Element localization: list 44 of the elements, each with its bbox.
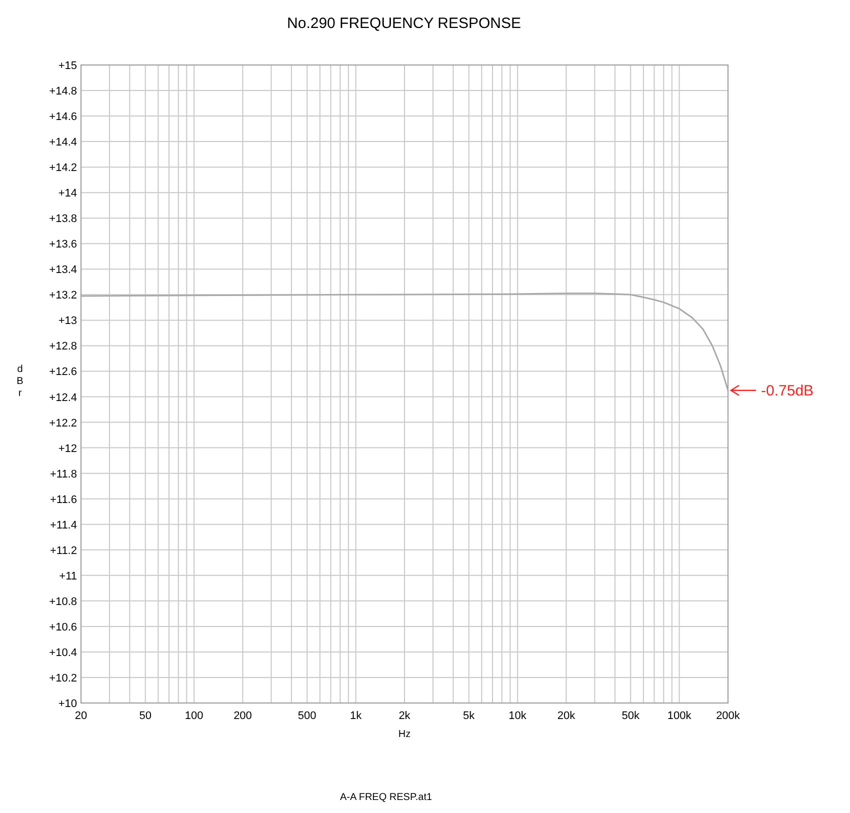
x-tick-label: 50k <box>622 710 640 722</box>
y-tick-label: +10.2 <box>49 672 77 684</box>
y-tick-label: +13.2 <box>49 290 77 302</box>
x-tick-label: 1k <box>350 710 362 722</box>
chart-title: No.290 FREQUENCY RESPONSE <box>287 15 521 32</box>
y-tick-label: +14.8 <box>49 86 77 98</box>
x-tick-label: 200k <box>716 710 740 722</box>
y-tick-label: +13.6 <box>49 238 77 251</box>
text: A-A FREQ RESP.at1 <box>340 792 432 803</box>
x-tick-label: 200 <box>234 710 252 722</box>
x-tick-label: 100k <box>667 710 692 722</box>
y-tick-label: +10.4 <box>49 646 77 659</box>
x-tick-label: 500 <box>298 710 316 722</box>
x-tick-label: 2k <box>398 710 411 722</box>
y-tick-label: +10.8 <box>49 596 77 608</box>
y-tick-label: +14.6 <box>49 111 77 124</box>
y-tick-label: +10.6 <box>49 621 77 634</box>
y-tick-label: +11.6 <box>50 494 77 506</box>
x-tick-label: 20 <box>74 710 88 722</box>
y-tick-label: +14.2 <box>49 162 77 174</box>
y-tick-label: +12.2 <box>49 417 77 430</box>
x-tick-label: 50 <box>139 710 152 722</box>
y-tick-label: +12.8 <box>49 340 77 353</box>
y-tick-label: +11 <box>59 570 77 582</box>
x-tick-label: 20k <box>557 710 576 722</box>
y-tick-label: +11.8 <box>50 468 77 480</box>
y-tick-label: +12.6 <box>49 366 77 378</box>
y-tick-label: +12 <box>58 442 77 455</box>
y-tick-label: +11.2 <box>50 544 77 557</box>
x-tick-label: 100 <box>184 710 204 722</box>
y-tick-label: +13 <box>58 315 77 328</box>
y-tick-label: +11.4 <box>50 519 77 532</box>
annotation: -0.75dB <box>761 382 814 400</box>
y-tick-label: +14.4 <box>49 136 77 149</box>
y-tick-label: +14 <box>58 188 77 200</box>
y-axis-title: dBr <box>16 364 24 399</box>
y-tick-label: +10 <box>58 698 77 710</box>
x-tick-label: 10k <box>508 710 527 722</box>
y-tick-label: +12.4 <box>49 392 77 404</box>
y-tick-label: +15 <box>58 60 77 72</box>
x-tick-label: 5k <box>463 710 476 722</box>
y-tick-label: +13.4 <box>49 264 77 276</box>
x-axis-title: Hz <box>398 729 411 740</box>
y-tick-label: +13.8 <box>49 213 77 226</box>
